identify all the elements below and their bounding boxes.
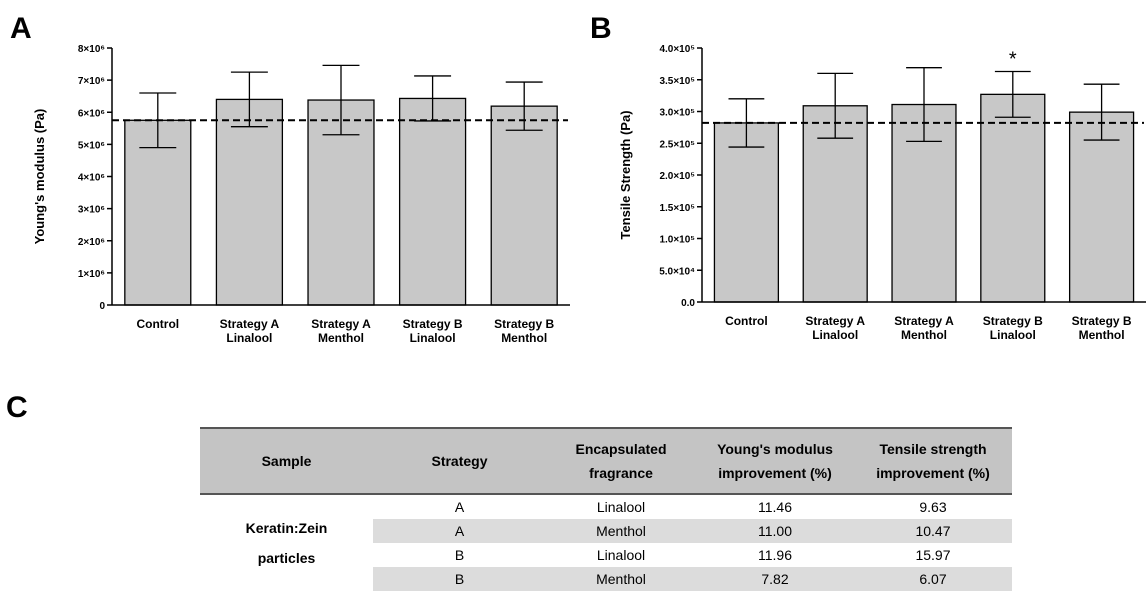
panel-label-c: C	[6, 391, 28, 424]
header-fragrance-line2: fragrance	[589, 465, 653, 481]
table-header-row: Sample Strategy Encapsulated fragrance Yo…	[200, 427, 1012, 495]
x-tick-label: Strategy B Menthol	[1072, 314, 1132, 342]
bar	[713, 122, 780, 303]
y-tick-label: 2.5×10⁵	[659, 139, 695, 150]
header-tensile-improvement: Tensile strength improvement (%)	[854, 427, 1012, 495]
y-tick-label: 1×10⁶	[78, 269, 105, 280]
strategy-cell: A	[454, 499, 465, 515]
header-youngs-improvement: Young's modulus improvement (%)	[696, 427, 854, 495]
strategy-cell: B	[373, 567, 546, 591]
table-row: B Linalool 11.96 15.97	[200, 543, 1012, 567]
tensile-strength-chart: 0.0 5.0×10⁴ 1.0×10⁵ 1.5×10⁵ 2.0×10⁵ 2.5×10⁵ 3.…	[618, 44, 1146, 342]
y-tick-label: 4×10⁶	[78, 173, 105, 184]
x-tick-label: Strategy A Menthol	[894, 314, 954, 342]
significance-marker: *	[1009, 48, 1017, 70]
y-tick-label: 2×10⁶	[78, 237, 105, 248]
y-tick-label: 8×10⁶	[78, 44, 105, 55]
y-axis-label: Tensile Strength (Pa)	[618, 110, 633, 239]
x-tick-label: Control	[136, 317, 179, 331]
x-tick-label: Strategy A Menthol	[311, 317, 371, 345]
sample-line2: particles	[257, 550, 316, 566]
table-row: A Menthol 11.00 10.47	[200, 519, 1012, 543]
table-row: B Menthol 7.82 6.07	[200, 567, 1012, 591]
youngs-modulus-chart: 0 1×10⁶ 2×10⁶ 3×10⁶ 4×10⁶ 5×10⁶ 6×10⁶ 7×10⁶ 8×10…	[32, 44, 570, 345]
y-tick-label: 3.0×10⁵	[659, 108, 695, 119]
x-tick-label: Control	[725, 314, 768, 328]
bar	[1068, 111, 1135, 303]
table-row: Keratin:Zein particles A Linalool 11.46 9…	[200, 494, 1012, 591]
y-tick-label: 7×10⁶	[78, 76, 105, 87]
improvement-table: Sample Strategy Encapsulated fragrance Yo…	[200, 427, 1012, 591]
young-improvement-cell: 11.46	[758, 499, 792, 515]
header-tensile-line2: improvement (%)	[876, 465, 990, 481]
fragrance-cell: Linalool	[596, 547, 646, 563]
tensile-improvement-cell: 15.97	[915, 547, 951, 563]
sample-line1: Keratin:Zein	[245, 520, 328, 536]
young-improvement-cell: 11.00	[696, 519, 854, 543]
tensile-improvement-cell: 10.47	[854, 519, 1012, 543]
x-tick-label: Strategy B Menthol	[494, 317, 554, 345]
strategy-cell: B	[454, 547, 465, 563]
panel-label-b: B	[590, 12, 612, 45]
header-strategy: Strategy	[373, 427, 546, 495]
y-axis-label: Young's modulus (Pa)	[32, 109, 47, 245]
header-sample: Sample	[200, 427, 373, 495]
x-tick-label: Strategy B Linalool	[403, 317, 463, 345]
y-tick-label: 0	[99, 301, 105, 312]
tensile-improvement-cell: 9.63	[919, 499, 947, 515]
fragrance-cell: Menthol	[546, 519, 696, 543]
bar	[980, 93, 1046, 303]
y-tick-label: 1.5×10⁵	[659, 203, 695, 214]
header-tensile-line1: Tensile strength	[879, 441, 987, 457]
y-tick-label: 3.5×10⁵	[659, 76, 695, 87]
young-improvement-cell: 7.82	[696, 567, 854, 591]
x-tick-label: Strategy A Linalool	[220, 317, 280, 345]
tensile-improvement-cell: 6.07	[854, 567, 1012, 591]
strategy-cell: A	[373, 519, 546, 543]
y-tick-label: 4.0×10⁵	[659, 44, 695, 55]
panel-label-a: A	[10, 12, 32, 45]
header-young-line2: improvement (%)	[718, 465, 832, 481]
bar	[215, 98, 284, 306]
header-young-line1: Young's modulus	[717, 441, 833, 457]
y-tick-label: 2.0×10⁵	[659, 171, 695, 182]
bar	[490, 105, 558, 306]
x-tick-label: Strategy A Linalool	[805, 314, 865, 342]
x-tick-label: Strategy B Linalool	[983, 314, 1043, 342]
young-improvement-cell: 11.96	[758, 547, 792, 563]
header-fragrance-line1: Encapsulated	[575, 441, 667, 457]
y-tick-label: 0.0	[681, 298, 695, 309]
header-fragrance: Encapsulated fragrance	[546, 427, 696, 495]
bar	[398, 97, 467, 306]
sample-cell: Keratin:Zein particles	[200, 494, 373, 591]
y-tick-label: 5×10⁶	[78, 140, 105, 151]
y-tick-label: 1.0×10⁵	[659, 235, 695, 246]
y-tick-label: 3×10⁶	[78, 205, 105, 216]
fragrance-cell: Linalool	[596, 499, 646, 515]
y-tick-label: 5.0×10⁴	[659, 266, 695, 277]
fragrance-cell: Menthol	[546, 567, 696, 591]
y-tick-label: 6×10⁶	[78, 108, 105, 119]
